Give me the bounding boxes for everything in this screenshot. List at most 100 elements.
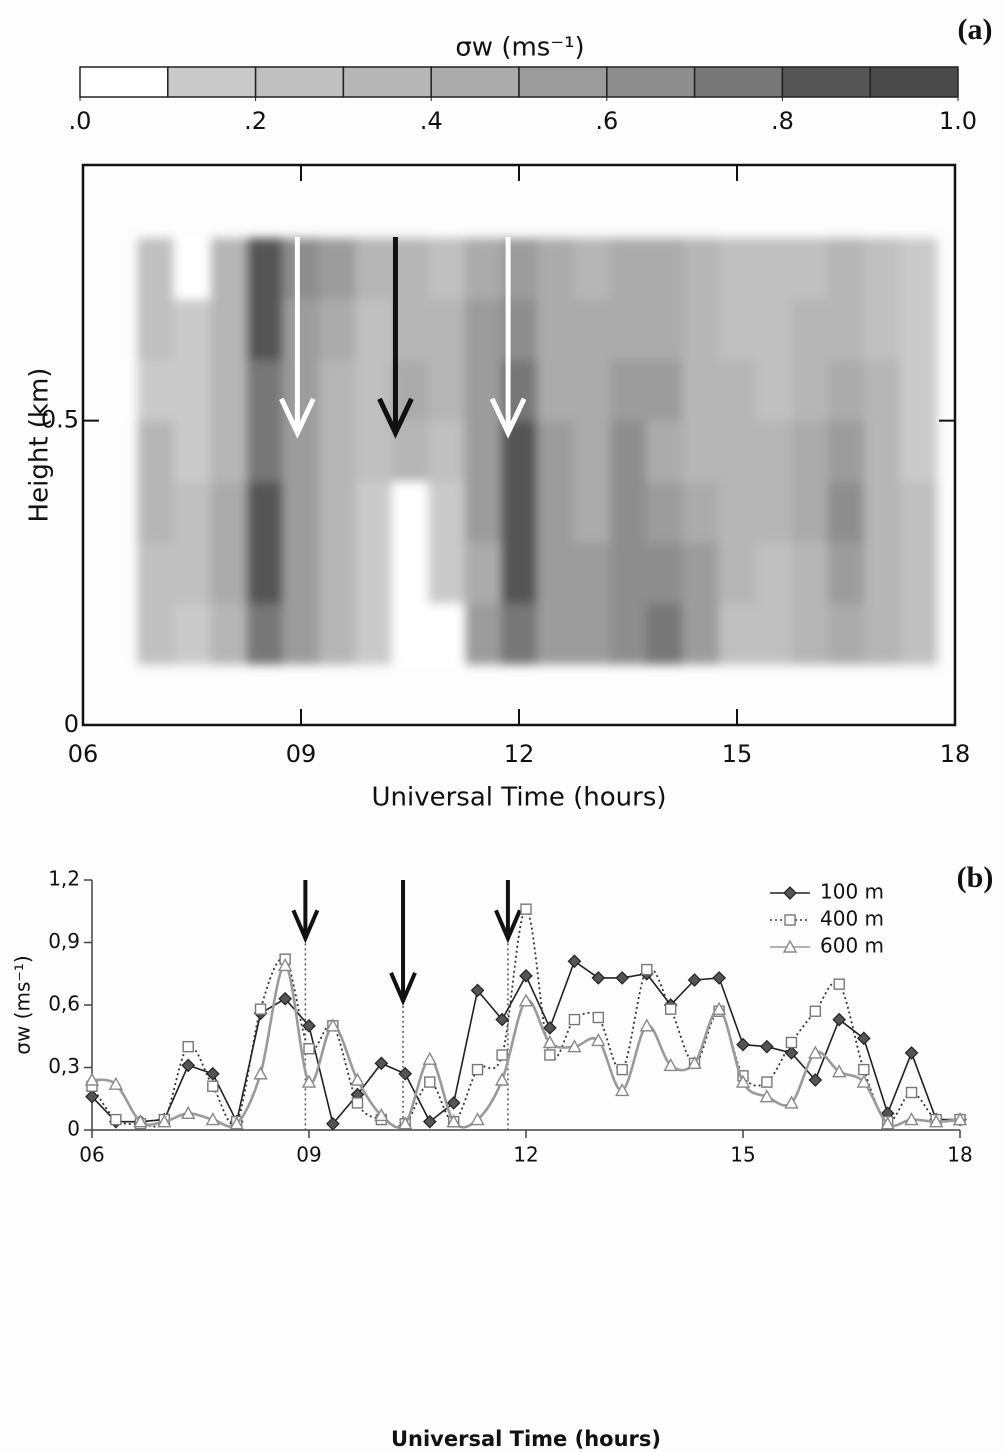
field-cell <box>464 298 502 361</box>
point <box>422 1051 437 1065</box>
marker-arrow-head <box>494 909 522 944</box>
x-tick-label: 09 <box>286 740 317 768</box>
field-cell <box>646 238 683 300</box>
field-cell <box>391 298 429 361</box>
legend-label: 100 m <box>820 880 884 904</box>
point <box>520 903 532 915</box>
field-cell <box>573 420 611 483</box>
field-cell <box>537 420 574 483</box>
field-cell <box>500 603 538 665</box>
x-tick-label: 06 <box>79 1143 104 1167</box>
legend-label: 600 m <box>820 934 884 958</box>
point <box>784 1095 799 1109</box>
colorbar-tick-label: 1.0 <box>939 107 977 135</box>
point <box>326 1116 340 1131</box>
field-cell <box>210 481 247 543</box>
field-cell <box>246 420 284 483</box>
point <box>422 1114 437 1129</box>
field-cell <box>864 420 901 483</box>
colorbar-bin <box>606 66 696 98</box>
field-cell <box>864 238 901 300</box>
field-cell <box>319 542 356 604</box>
field-cell <box>173 359 211 422</box>
point <box>424 1076 436 1088</box>
field-cell <box>137 359 175 422</box>
point <box>616 1063 628 1076</box>
point <box>664 1003 677 1015</box>
legend-symbol <box>784 914 796 926</box>
point <box>904 1046 919 1060</box>
field-cell <box>428 603 465 665</box>
field-cell <box>319 420 356 483</box>
field-cell <box>210 298 247 361</box>
point <box>641 963 653 976</box>
field-cell <box>537 542 574 604</box>
colorbar-tick-label: .0 <box>69 107 92 135</box>
field-cell <box>573 542 611 604</box>
field-cell <box>464 481 502 543</box>
point <box>808 1045 823 1059</box>
field-cell <box>391 542 429 604</box>
field-cell <box>573 298 611 361</box>
field-cell <box>900 542 938 604</box>
point <box>496 1049 508 1061</box>
x-axis-title: Universal Time (hours) <box>371 783 666 813</box>
x-tick-label: 15 <box>722 740 753 768</box>
point <box>108 1076 124 1090</box>
field-cell <box>609 359 647 422</box>
colorbar-bin <box>430 66 520 98</box>
field-cell <box>391 238 429 300</box>
point <box>542 1035 558 1049</box>
point <box>543 1021 557 1035</box>
colorbar-bin <box>254 66 345 98</box>
x-tick-label: 18 <box>947 1143 972 1167</box>
field-cell <box>210 542 247 604</box>
field-cell <box>682 420 720 483</box>
field-cell <box>827 359 865 422</box>
field-cell <box>646 298 683 361</box>
point <box>687 1055 702 1070</box>
point <box>663 1057 678 1072</box>
field-cell <box>537 238 574 300</box>
point <box>85 1089 99 1104</box>
y-axis-title: Height (km) <box>25 368 55 523</box>
field-cell <box>319 238 356 300</box>
field-cell <box>609 238 647 300</box>
field-cell <box>646 542 683 604</box>
field-cell <box>428 359 465 422</box>
point <box>374 1056 389 1071</box>
point <box>277 957 293 972</box>
arrow-head <box>279 397 316 439</box>
field-cell <box>319 298 356 361</box>
point <box>351 1097 364 1109</box>
field-cell <box>173 481 211 543</box>
legend-symbol <box>783 886 797 900</box>
field-cell <box>718 298 756 361</box>
point <box>254 1003 267 1015</box>
field-cell <box>210 238 247 300</box>
field-cell <box>282 542 320 604</box>
point <box>253 1066 268 1080</box>
field-cell <box>464 420 502 483</box>
field-cell <box>755 238 792 300</box>
point <box>904 1112 919 1126</box>
point <box>687 973 702 987</box>
field-cell <box>319 359 356 422</box>
field-cell <box>682 238 720 300</box>
colorbar-bin <box>693 66 784 98</box>
field-cell <box>282 238 320 300</box>
colorbar-bin <box>781 66 871 98</box>
colorbar-bin <box>167 66 257 98</box>
field-cell <box>718 481 756 543</box>
x-tick-label: 09 <box>296 1143 321 1167</box>
field-cell <box>573 238 611 300</box>
point <box>567 954 582 969</box>
field-cell <box>646 603 683 665</box>
field-cell <box>173 238 211 300</box>
field-cell <box>900 298 938 361</box>
point <box>760 1039 774 1054</box>
field-cell <box>573 481 611 543</box>
point <box>808 1073 823 1087</box>
point <box>157 1114 172 1128</box>
